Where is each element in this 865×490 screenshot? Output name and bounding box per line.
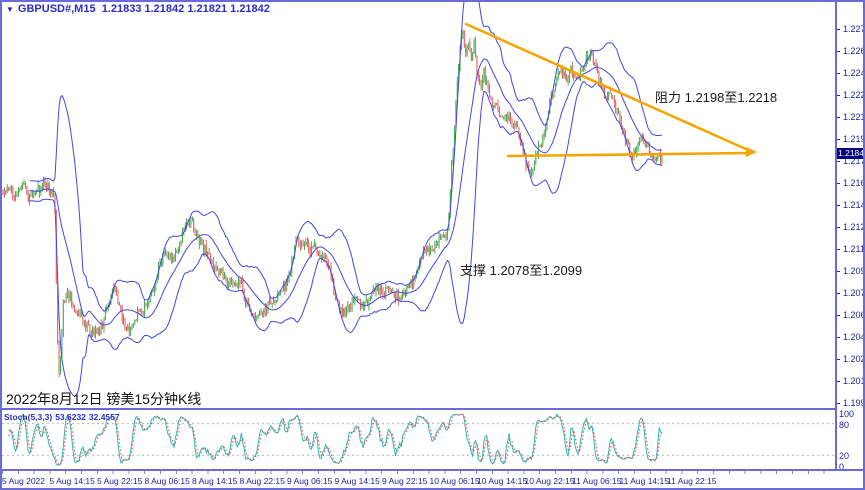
stochastic-lines — [8, 413, 663, 466]
time-axis-label: 9 Aug 14:15 — [334, 476, 380, 486]
price-tick — [836, 205, 840, 206]
price-tick — [836, 51, 840, 52]
price-axis-label: 1.21455 — [843, 200, 865, 210]
frame-bottom — [0, 488, 865, 490]
price-tick — [836, 359, 840, 360]
price-axis-label: 1.22115 — [843, 112, 865, 122]
price-axis-label: 1.21285 — [843, 222, 865, 232]
bollinger-bands — [29, 2, 663, 397]
stoch-scale-label: 20 — [839, 451, 850, 462]
time-axis-label: 10 Aug 22:15 — [524, 476, 575, 486]
price-tick — [836, 381, 840, 382]
price-axis-label: 1.21785 — [843, 156, 865, 166]
price-axis-label: 1.20790 — [843, 288, 865, 298]
triangle-trendlines — [464, 22, 757, 158]
price-tick — [836, 73, 840, 74]
price-axis-label: 1.20295 — [843, 354, 865, 364]
time-axis-label: 8 Aug 22:15 — [239, 476, 285, 486]
time-axis-ticks — [2, 470, 835, 474]
stoch-d-value: 32.4557 — [88, 412, 120, 422]
time-axis-label: 9 Aug 06:15 — [287, 476, 333, 486]
timeaxis-separator — [0, 469, 865, 471]
time-axis-label: 11 Aug 06:15 — [572, 476, 622, 486]
stoch-level-lines — [2, 423, 835, 456]
time-axis-label: 8 Aug 06:15 — [144, 476, 190, 486]
price-tick — [836, 271, 840, 272]
price-tick — [836, 403, 840, 404]
time-axis-label: 5 Aug 2022 — [2, 476, 46, 486]
stoch-scale-label: 80 — [839, 419, 850, 430]
price-tick — [836, 315, 840, 316]
time-axis-label: 10 Aug 14:15 — [477, 476, 528, 486]
price-axis-label: 1.22775 — [843, 24, 865, 34]
frame-top — [0, 0, 865, 2]
ohlc-quotes: 1.21833 1.21842 1.21821 1.21842 — [101, 3, 270, 15]
price-axis-label: 1.21120 — [843, 244, 865, 254]
price-tick — [836, 227, 840, 228]
symbol-dropdown-icon[interactable]: ▼ — [6, 5, 14, 14]
time-axis-label: 11 Aug 22:15 — [667, 476, 717, 486]
stoch-scale-label: 0 — [839, 462, 845, 472]
price-axis-label: 1.21950 — [843, 134, 865, 144]
stoch-separator[interactable] — [0, 408, 837, 410]
price-axis-label: 1.20460 — [843, 332, 865, 342]
price-axis-label: 1.20955 — [843, 266, 865, 276]
price-tick — [836, 29, 840, 30]
price-tick — [836, 183, 840, 184]
resistance-annotation: 阻力 1.2198至1.2218 — [655, 90, 778, 105]
time-axis-label: 9 Aug 22:15 — [382, 476, 428, 486]
price-axis-label: 1.21620 — [843, 178, 865, 188]
time-axis-label: 10 Aug 06:15 — [429, 476, 480, 486]
current-price-tag: 1.21842 — [836, 148, 865, 159]
frame-right — [863, 0, 865, 490]
price-axis-label: 1.22610 — [843, 46, 865, 56]
price-axis-label: 1.22280 — [843, 90, 865, 100]
price-axis-label: 1.20625 — [843, 310, 865, 320]
price-tick — [836, 117, 840, 118]
time-axis-label: 11 Aug 14:15 — [619, 476, 669, 486]
price-tick — [836, 337, 840, 338]
stoch-name: Stoch(5,3,3) — [4, 412, 53, 422]
time-axis-label: 5 Aug 22:15 — [97, 476, 143, 486]
support-annotation: 支撑 1.2078至1.2099 — [460, 263, 583, 278]
date-note: 2022年8月12日 镑美15分钟K线 — [6, 391, 202, 407]
time-axis-label: 5 Aug 14:15 — [49, 476, 95, 486]
price-chart-canvas[interactable] — [0, 0, 835, 470]
price-axis-label: 1.22445 — [843, 68, 865, 78]
price-tick — [836, 139, 840, 140]
chart-title: ▼ GBPUSD#,M15 1.21833 1.21842 1.21821 1.2… — [6, 3, 270, 15]
time-axis-label: 8 Aug 14:15 — [192, 476, 238, 486]
price-tick — [836, 249, 840, 250]
stoch-k-value: 53.6232 — [55, 412, 86, 422]
axis-separator — [835, 0, 837, 470]
candles — [2, 29, 663, 378]
symbol-label: GBPUSD#,M15 — [17, 3, 96, 15]
stoch-indicator-label: Stoch(5,3,3) 53.6232 32.4557 — [4, 412, 123, 422]
price-tick — [836, 293, 840, 294]
price-axis-label: 1.20130 — [843, 376, 865, 386]
price-axis-label: 1.19965 — [843, 398, 865, 408]
price-tick — [836, 95, 840, 96]
stoch-scale-label: 100 — [839, 409, 855, 419]
price-tick — [836, 161, 840, 162]
frame-left — [0, 0, 2, 490]
